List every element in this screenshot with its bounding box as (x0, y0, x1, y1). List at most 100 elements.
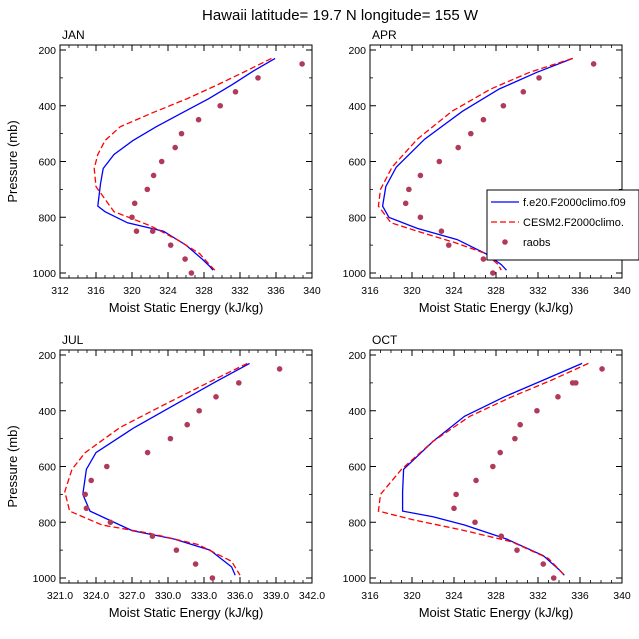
plot-frame (59, 349, 313, 584)
legend-label: CESM2.F2000climo. (523, 217, 624, 229)
raobs-point (473, 477, 479, 484)
raobs-point (517, 421, 523, 428)
legend-label: f.e20.F2000climo.f09 (523, 197, 626, 209)
raobs-point (192, 561, 199, 567)
raobs-point (500, 102, 507, 109)
panel-label: JAN (62, 28, 85, 42)
f-e20-line (82, 362, 250, 576)
raobs-point (236, 380, 242, 386)
raobs-point (514, 547, 520, 553)
x-tick-label: 342.0 (299, 590, 325, 602)
x-tick-label: 332 (529, 285, 547, 297)
raobs-point (520, 89, 527, 95)
raobs-point (536, 75, 542, 81)
raobs-point (173, 547, 180, 553)
raobs-point (133, 228, 140, 234)
x-tick-label: 340 (613, 285, 631, 297)
x-tick-label: 330.0 (155, 590, 181, 602)
x-tick-label: 340 (303, 285, 321, 297)
x-axis-label: Moist Static Energy (kJ/kg) (419, 300, 574, 315)
raobs-point (445, 242, 452, 248)
f-e20-line (97, 57, 276, 271)
cesm2-line (377, 57, 573, 271)
raobs-point (490, 463, 496, 470)
raobs-point (82, 491, 88, 498)
raobs-point (550, 575, 557, 581)
figure-title: Hawaii latitude= 19.7 N longitude= 155 W (202, 7, 479, 24)
raobs-point (599, 366, 605, 372)
raobs-point (255, 75, 261, 81)
y-tick-label: 800 (38, 212, 56, 224)
series-group (377, 362, 605, 581)
panel-label: JUL (62, 333, 84, 347)
x-tick-label: 336 (267, 285, 285, 297)
raobs-point (438, 228, 445, 234)
panel-apr: APR 316 320 324 328 332 336 340 200 400 600 800 1000… (343, 28, 631, 315)
legend: f.e20.F2000climo.f09 CESM2.F2000climo. rao… (486, 189, 639, 261)
panels: JAN 312 316 320 324 328 332 336 340 200 400 600 800 1… (5, 28, 631, 620)
y-tick-label: 1000 (33, 573, 57, 585)
raobs-point (451, 505, 457, 512)
raobs-point (178, 130, 185, 137)
raobs-point (184, 421, 190, 428)
raobs-point (182, 256, 188, 262)
raobs-point (498, 533, 505, 539)
raobs-point (299, 61, 305, 67)
x-axis-label: Moist Static Energy (kJ/kg) (109, 605, 264, 620)
raobs-point (453, 491, 459, 498)
raobs-point (150, 172, 157, 179)
raobs-point (436, 158, 443, 165)
x-tick-label: 336 (571, 590, 589, 602)
x-tick-label: 336 (571, 285, 589, 297)
panel-oct: OCT 316 320 324 328 332 336 340 200 400 600 800 1000… (343, 333, 631, 620)
raobs-point (149, 533, 156, 539)
y-axis-label: Pressure (mb) (5, 425, 20, 507)
plot-frame (369, 349, 623, 584)
raobs-point (104, 463, 110, 470)
x-tick-label: 327.0 (119, 590, 145, 602)
raobs-point (83, 505, 90, 512)
raobs-point (188, 270, 195, 276)
raobs-point (497, 449, 504, 456)
raobs-point (196, 407, 202, 414)
raobs-point (276, 366, 283, 372)
legend-label: raobs (523, 237, 551, 249)
y-tick-label: 800 (348, 517, 366, 529)
x-tick-label: 320 (123, 285, 141, 297)
x-tick-label: 316 (361, 590, 379, 602)
raobs-point (569, 380, 576, 386)
x-tick-label: 340 (613, 590, 631, 602)
raobs-point (417, 172, 424, 179)
raobs-point (402, 200, 409, 207)
raobs-point (455, 144, 462, 151)
y-tick-label: 400 (348, 406, 366, 418)
y-tick-label: 400 (38, 101, 56, 113)
y-tick-label: 200 (38, 45, 56, 57)
y-tick-label: 200 (38, 350, 56, 362)
raobs-point (158, 158, 165, 165)
x-tick-label: 333.0 (191, 590, 217, 602)
x-tick-label: 324 (445, 590, 463, 602)
series-group (64, 362, 283, 581)
panel-jul: JUL 321.0 324.0 327.0 330.0 333.0 336.0 339.0 34… (5, 333, 325, 620)
x-tick-label: 316 (361, 285, 379, 297)
y-tick-label: 400 (348, 101, 366, 113)
cesm2-line (64, 362, 248, 576)
raobs-point (417, 214, 424, 221)
x-tick-label: 328 (195, 285, 213, 297)
x-tick-label: 332 (231, 285, 249, 297)
raobs-point (131, 200, 138, 207)
y-tick-label: 600 (348, 462, 366, 474)
y-tick-label: 200 (348, 350, 366, 362)
series-group (93, 57, 305, 276)
y-axis-label: Pressure (mb) (5, 120, 20, 202)
y-tick-label: 400 (38, 406, 56, 418)
x-tick-label: 332 (529, 590, 547, 602)
y-tick-label: 200 (348, 45, 366, 57)
raobs-point (512, 435, 518, 442)
x-tick-label: 324.0 (83, 590, 109, 602)
raobs-point (129, 214, 135, 221)
plot-frame (59, 44, 313, 279)
raobs-point (209, 575, 216, 581)
